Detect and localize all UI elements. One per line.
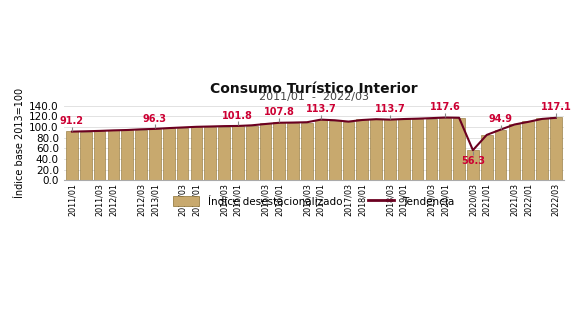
Bar [191, 127, 203, 180]
Bar [287, 123, 299, 180]
Bar [370, 119, 382, 180]
Bar [467, 150, 479, 180]
Bar [177, 129, 188, 180]
Legend: Índice desestacionalizado, Tendencia: Índice desestacionalizado, Tendencia [169, 192, 459, 211]
Text: 117.1: 117.1 [541, 103, 571, 113]
Bar [246, 126, 258, 180]
Bar [66, 132, 78, 180]
Bar [536, 119, 548, 180]
Text: 113.7: 113.7 [375, 104, 406, 114]
Text: 117.6: 117.6 [430, 102, 461, 112]
Bar [329, 121, 340, 180]
Bar [259, 124, 271, 180]
Text: 94.9: 94.9 [488, 114, 512, 124]
Text: 107.8: 107.8 [264, 108, 295, 118]
Bar [135, 130, 147, 180]
Text: 96.3: 96.3 [143, 114, 167, 124]
Bar [218, 127, 230, 180]
Bar [440, 118, 451, 180]
Bar [426, 119, 437, 180]
Bar [301, 123, 313, 180]
Bar [107, 130, 119, 180]
Bar [481, 135, 492, 180]
Bar [356, 119, 368, 180]
Bar [315, 120, 327, 180]
Text: 56.3: 56.3 [461, 156, 485, 166]
Bar [149, 129, 161, 180]
Text: Consumo Turístico Interior: Consumo Turístico Interior [210, 82, 418, 96]
Text: 2011/01  -  2022/03: 2011/01 - 2022/03 [259, 92, 369, 102]
Bar [508, 124, 520, 180]
Y-axis label: Índice base 2013=100: Índice base 2013=100 [15, 88, 25, 198]
Bar [550, 117, 562, 180]
Bar [163, 128, 174, 180]
Bar [343, 122, 355, 180]
Bar [384, 119, 396, 180]
Bar [274, 122, 285, 180]
Bar [398, 119, 410, 180]
Text: 101.8: 101.8 [222, 111, 254, 121]
Bar [122, 130, 133, 180]
Bar [411, 119, 423, 180]
Text: 113.7: 113.7 [305, 104, 336, 114]
Bar [94, 131, 106, 180]
Bar [80, 132, 92, 180]
Bar [495, 130, 507, 180]
Bar [204, 127, 216, 180]
Bar [522, 121, 534, 180]
Bar [453, 118, 465, 180]
Bar [232, 127, 244, 180]
Text: 91.2: 91.2 [60, 116, 84, 126]
